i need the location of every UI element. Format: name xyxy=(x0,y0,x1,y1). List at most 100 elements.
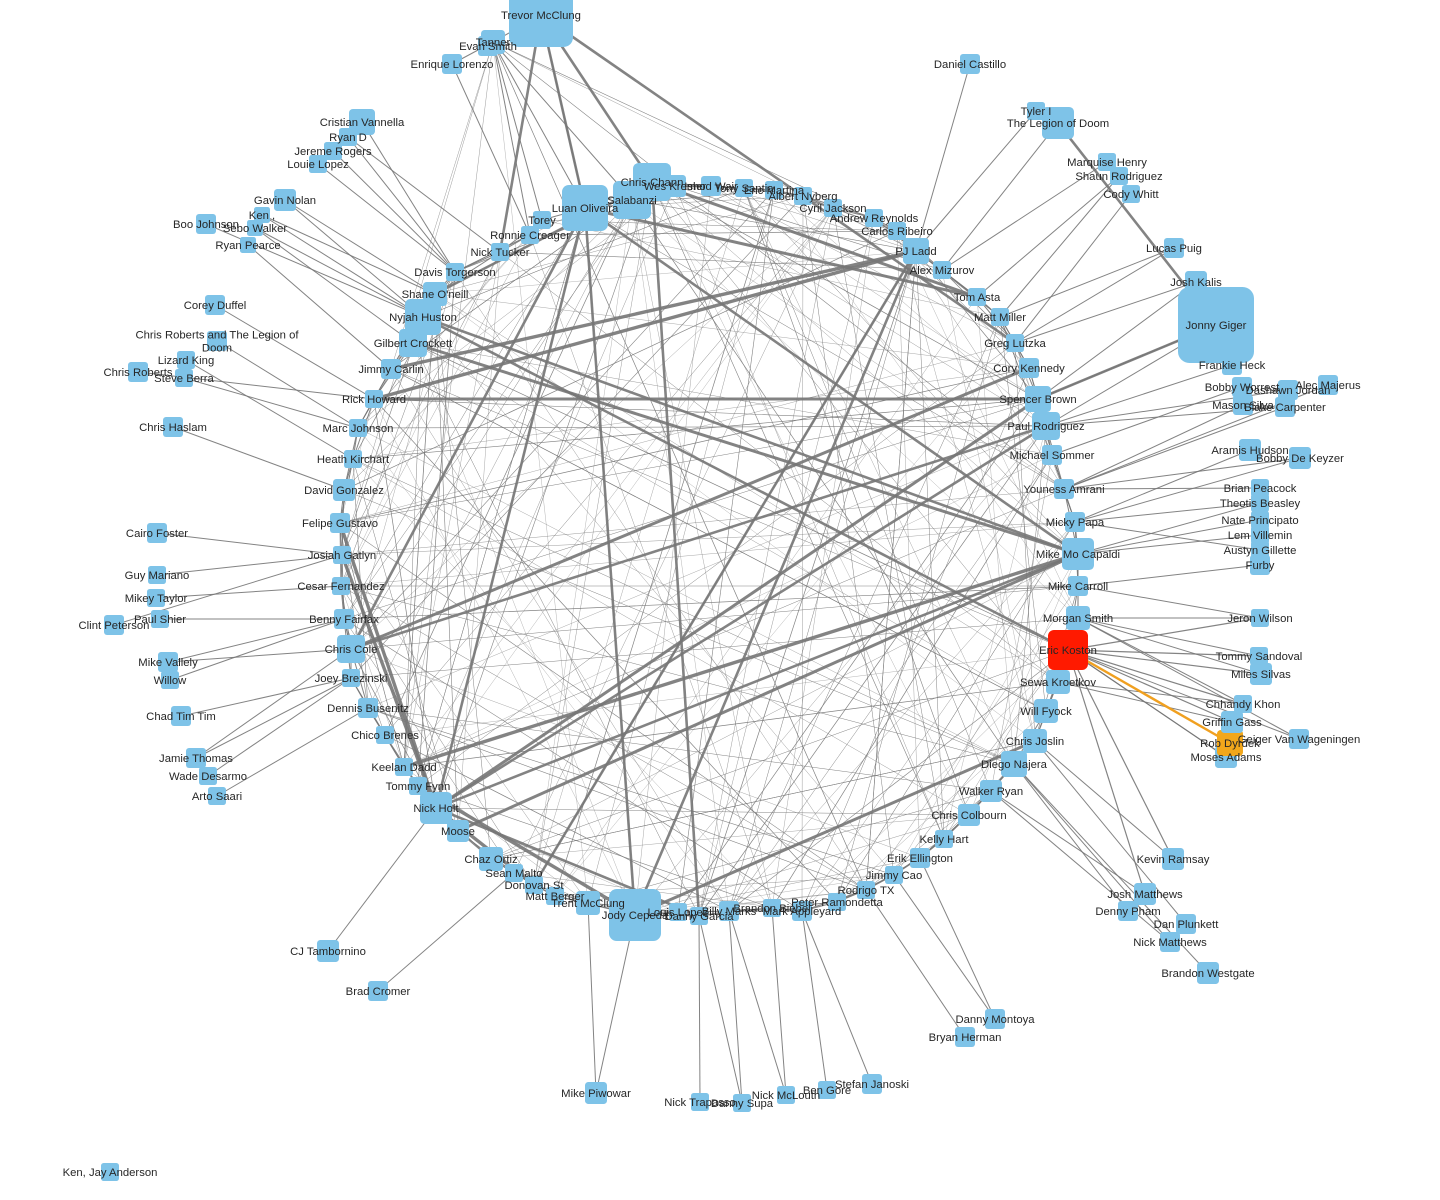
svg-text:Marc Johnson: Marc Johnson xyxy=(323,423,394,435)
svg-text:Lucas Puig: Lucas Puig xyxy=(1146,243,1202,255)
svg-text:Bobby De Keyzer: Bobby De Keyzer xyxy=(1256,453,1344,465)
svg-text:Marquise Henry: Marquise Henry xyxy=(1067,157,1147,169)
svg-text:The Legion of Doom: The Legion of Doom xyxy=(1007,118,1109,130)
svg-text:Diego Najera: Diego Najera xyxy=(981,759,1048,771)
svg-text:Jereme Rogers: Jereme Rogers xyxy=(294,146,372,158)
svg-text:Josh Kalis: Josh Kalis xyxy=(1170,277,1222,289)
svg-text:Joey Brezinski: Joey Brezinski xyxy=(315,673,388,685)
svg-text:Lem Villemin: Lem Villemin xyxy=(1228,530,1292,542)
svg-text:Rodrigo TX: Rodrigo TX xyxy=(838,885,895,897)
svg-text:Mike Carroll: Mike Carroll xyxy=(1048,581,1108,593)
svg-text:Lizard King: Lizard King xyxy=(158,355,215,367)
svg-text:Frankie Heck: Frankie Heck xyxy=(1199,360,1266,372)
svg-text:Willow: Willow xyxy=(154,675,187,687)
svg-text:Nick Holt: Nick Holt xyxy=(413,803,459,815)
svg-text:Nate Principato: Nate Principato xyxy=(1221,515,1298,527)
svg-text:Bryan Herman: Bryan Herman xyxy=(929,1032,1002,1044)
svg-text:Michael Sommer: Michael Sommer xyxy=(1010,450,1095,462)
svg-text:Chris Haslam: Chris Haslam xyxy=(139,422,207,434)
svg-text:Ken, Jay Anderson: Ken, Jay Anderson xyxy=(63,1167,158,1179)
svg-text:Danny Montoya: Danny Montoya xyxy=(955,1014,1035,1026)
svg-text:Mikey Taylor: Mikey Taylor xyxy=(125,593,188,605)
svg-text:Jimmy Cao: Jimmy Cao xyxy=(866,870,923,882)
svg-text:Felipe Gustavo: Felipe Gustavo xyxy=(302,518,378,530)
svg-text:Donovan St: Donovan St xyxy=(504,880,564,892)
svg-text:Ronnie Creager: Ronnie Creager xyxy=(490,230,570,242)
svg-text:Blake Carpenter: Blake Carpenter xyxy=(1244,402,1326,414)
svg-text:Greg Lutzka: Greg Lutzka xyxy=(984,338,1046,350)
svg-text:Wade Desarmo: Wade Desarmo xyxy=(169,771,247,783)
svg-text:Trevor McClung: Trevor McClung xyxy=(501,10,581,22)
svg-text:Morgan Smith: Morgan Smith xyxy=(1043,613,1113,625)
svg-text:Heath Kirchart: Heath Kirchart xyxy=(317,454,390,466)
svg-text:Tommy Sandoval: Tommy Sandoval xyxy=(1216,651,1303,663)
svg-text:Furby: Furby xyxy=(1246,560,1275,572)
svg-text:Miles Silvas: Miles Silvas xyxy=(1231,669,1291,681)
svg-text:Mike Piwowar: Mike Piwowar xyxy=(561,1088,631,1100)
svg-text:Daniel Castillo: Daniel Castillo xyxy=(934,59,1006,71)
svg-text:Benny Fairfax: Benny Fairfax xyxy=(309,614,379,626)
svg-text:Josiah Gatlyn: Josiah Gatlyn xyxy=(308,550,376,562)
svg-text:Davis Torgerson: Davis Torgerson xyxy=(414,267,495,279)
svg-text:Dan Plunkett: Dan Plunkett xyxy=(1154,919,1220,931)
svg-text:Tommy Fynn: Tommy Fynn xyxy=(386,781,451,793)
svg-text:Gavin Nolan: Gavin Nolan xyxy=(254,195,316,207)
svg-text:Tyler I: Tyler I xyxy=(1021,106,1052,118)
svg-text:PJ Ladd: PJ Ladd xyxy=(895,246,936,258)
svg-text:Chad Tim Tim: Chad Tim Tim xyxy=(146,711,216,723)
svg-text:Corey Duffel: Corey Duffel xyxy=(184,300,247,312)
svg-text:Boo Johnson: Boo Johnson xyxy=(173,219,239,231)
svg-text:Ryan Pearce: Ryan Pearce xyxy=(215,240,280,252)
svg-text:Micky Papa: Micky Papa xyxy=(1046,517,1105,529)
svg-text:Enrique Lorenzo: Enrique Lorenzo xyxy=(411,59,494,71)
svg-text:Steve Berra: Steve Berra xyxy=(154,373,214,385)
svg-text:Arto Saari: Arto Saari xyxy=(192,791,242,803)
svg-text:Salabanzi: Salabanzi xyxy=(607,195,657,207)
svg-text:Chris Chann: Chris Chann xyxy=(621,177,684,189)
svg-text:Jamie Thomas: Jamie Thomas xyxy=(159,753,233,765)
svg-text:Guy Mariano: Guy Mariano xyxy=(125,570,190,582)
svg-text:Shane O'neill: Shane O'neill xyxy=(402,289,469,301)
svg-text:Shaun Rodriguez: Shaun Rodriguez xyxy=(1075,171,1163,183)
svg-text:Chris Roberts and The Legion o: Chris Roberts and The Legion of xyxy=(135,330,299,342)
svg-text:Tom Asta: Tom Asta xyxy=(954,292,1001,304)
svg-text:Mike Mo Capaldi: Mike Mo Capaldi xyxy=(1036,549,1120,561)
svg-text:Youness Amrani: Youness Amrani xyxy=(1023,484,1104,496)
svg-text:David Gonzalez: David Gonzalez xyxy=(304,485,384,497)
svg-text:Torey: Torey xyxy=(528,215,556,227)
svg-text:Jeron Wilson: Jeron Wilson xyxy=(1227,613,1292,625)
svg-text:Geiger Van Wageningen: Geiger Van Wageningen xyxy=(1238,734,1360,746)
svg-text:Eric Koston: Eric Koston xyxy=(1039,645,1097,657)
svg-text:Matt Berger: Matt Berger xyxy=(525,891,584,903)
svg-text:Brad Cromer: Brad Cromer xyxy=(346,986,411,998)
svg-text:Sewa Kroetkov: Sewa Kroetkov xyxy=(1020,677,1096,689)
svg-text:Walker Ryan: Walker Ryan xyxy=(959,786,1023,798)
svg-text:Cairo Foster: Cairo Foster xyxy=(126,528,188,540)
svg-text:Jimmy Carlin: Jimmy Carlin xyxy=(358,364,423,376)
svg-text:Moses Adams: Moses Adams xyxy=(1191,752,1262,764)
svg-text:Cory Kennedy: Cory Kennedy xyxy=(993,363,1065,375)
svg-text:Jonny Giger: Jonny Giger xyxy=(1186,320,1247,332)
svg-text:Josh Matthews: Josh Matthews xyxy=(1107,889,1183,901)
svg-text:Nick Matthews: Nick Matthews xyxy=(1133,937,1207,949)
svg-text:Brian Peacock: Brian Peacock xyxy=(1224,483,1297,495)
svg-text:Jody Cepeda: Jody Cepeda xyxy=(602,910,669,922)
svg-text:Chris Cole: Chris Cole xyxy=(325,644,378,656)
svg-text:Chico Brenes: Chico Brenes xyxy=(351,730,419,742)
svg-text:Evan Smith: Evan Smith xyxy=(459,41,517,53)
svg-text:Matt Miller: Matt Miller xyxy=(974,312,1026,324)
svg-text:Cody Whitt: Cody Whitt xyxy=(1103,189,1159,201)
svg-text:Paul Rodriguez: Paul Rodriguez xyxy=(1007,421,1085,433)
svg-text:Andrew Reynolds: Andrew Reynolds xyxy=(830,213,919,225)
svg-text:Cesar Fernandez: Cesar Fernandez xyxy=(297,581,385,593)
svg-text:Cristian Vannella: Cristian Vannella xyxy=(320,117,405,129)
svg-text:Chris Joslin: Chris Joslin xyxy=(1006,736,1064,748)
svg-text:Kelly Hart: Kelly Hart xyxy=(920,834,970,846)
svg-text:Nyjah Huston: Nyjah Huston xyxy=(389,312,457,324)
svg-text:Mike Vallely: Mike Vallely xyxy=(138,657,198,669)
svg-text:CJ Tambornino: CJ Tambornino xyxy=(290,946,366,958)
svg-text:Doom: Doom xyxy=(202,343,232,355)
svg-text:Spencer Brown: Spencer Brown xyxy=(999,394,1076,406)
svg-text:Brandon Westgate: Brandon Westgate xyxy=(1161,968,1254,980)
svg-text:Albert Nyberg: Albert Nyberg xyxy=(768,191,837,203)
